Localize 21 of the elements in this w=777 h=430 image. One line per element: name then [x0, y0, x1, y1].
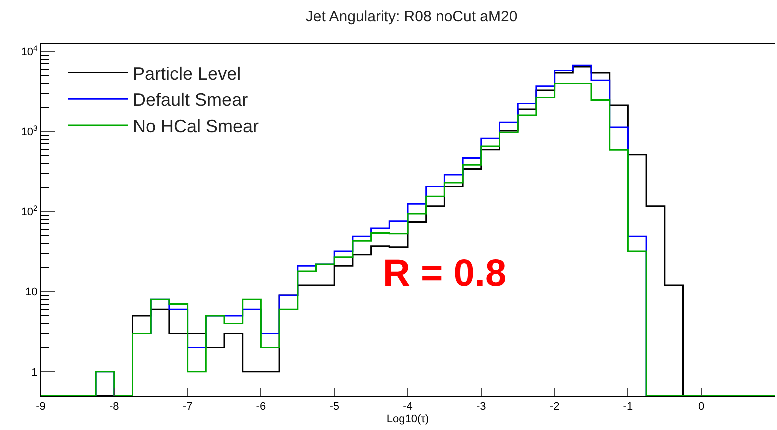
y-tick-label: 10$^{3}$ — [21, 124, 38, 139]
legend-label: Particle Level — [133, 64, 242, 84]
x-tick-label: -6 — [256, 401, 266, 414]
y-tick-label: 10$^{2}$ — [21, 204, 38, 219]
legend-label: Default Smear — [133, 90, 248, 110]
x-tick-label: -2 — [550, 401, 560, 414]
x-tick-label: -3 — [476, 401, 486, 414]
y-tick-label: 10$^{4}$ — [21, 44, 39, 59]
y-tick-label: 10 — [26, 286, 38, 299]
x-tick-label: -5 — [330, 401, 340, 414]
chart-title: Jet Angularity: R08 noCut aM20 — [306, 8, 518, 26]
x-tick-label: -7 — [182, 401, 193, 414]
x-tick-label: 0 — [698, 401, 705, 414]
x-axis-title: Log10(τ) — [386, 413, 430, 426]
x-tick-label: -4 — [403, 401, 413, 414]
x-tick-label: -9 — [36, 401, 46, 414]
legend-label: No HCal Smear — [133, 116, 260, 137]
x-tick-label: -8 — [110, 401, 120, 414]
annotation: R = 0.8 — [383, 253, 507, 295]
y-tick-label: 1 — [32, 366, 38, 379]
x-tick-label: -1 — [623, 401, 634, 414]
